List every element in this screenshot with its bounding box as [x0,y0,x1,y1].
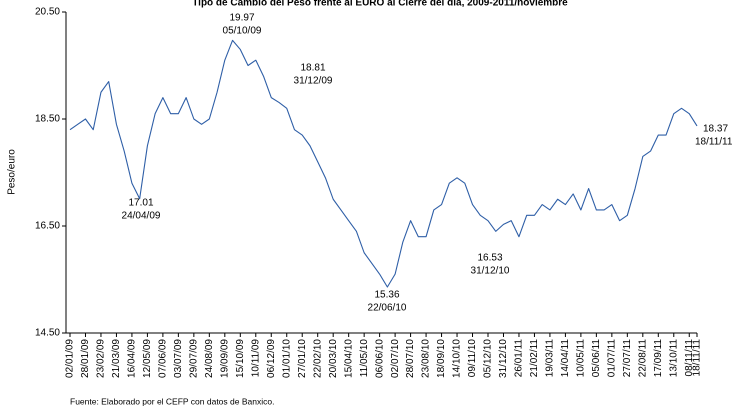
x-tick-label: 31/12/10 [498,339,509,378]
x-tick-label: 19/09/09 [219,339,230,378]
y-tick-label: 16.50 [35,221,60,232]
source-note: Fuente: Elaborado por el CEFP con datos … [70,396,274,406]
x-tick-label: 17/09/11 [653,339,664,378]
annotation-value: 19.97 [229,13,254,24]
x-tick-label: 06/12/09 [266,339,277,378]
x-tick-label: 10/05/11 [576,339,587,378]
y-tick-label: 20.50 [35,7,60,18]
annotation-date: 18/11/11 [695,137,733,148]
x-tick-label: 02/07/10 [390,339,401,378]
annotation-value: 16.53 [477,253,502,264]
x-tick-label: 05/06/11 [591,339,602,378]
x-tick-label: 29/07/09 [188,339,199,378]
x-tick-label: 09/11/10 [467,339,478,378]
annotation-value: 18.81 [300,63,325,74]
x-tick-label: 24/08/09 [204,339,215,378]
x-tick-label: 23/08/10 [421,339,432,378]
annotation-date: 05/10/09 [223,26,262,37]
x-tick-label: 16/04/09 [127,339,138,378]
y-tick-label: 18.50 [35,114,60,125]
x-tick-label: 21/02/11 [529,339,540,378]
x-tick-label: 12/05/09 [142,339,153,378]
x-tick-label: 20/03/10 [328,339,339,378]
x-tick-label: 21/03/09 [111,339,122,378]
y-tick-label: 14.50 [35,328,60,339]
x-tick-label: 28/07/10 [405,339,416,378]
x-tick-label: 10/11/09 [250,339,261,378]
annotation-value: 15.36 [374,290,399,301]
x-tick-label: 22/08/11 [637,339,648,378]
x-tick-label: 18/09/10 [436,339,447,378]
x-tick-label: 23/02/09 [96,339,107,378]
x-tick-label: 01/07/11 [606,339,617,378]
annotation-date: 31/12/10 [471,266,510,277]
annotation-date: 22/06/10 [368,303,407,314]
series-line [69,39,698,288]
x-tick-label: 11/05/10 [359,339,370,378]
x-tick-label: 05/12/10 [483,339,494,378]
x-tick-label: 26/01/11 [514,339,525,378]
x-tick-label: 14/10/10 [452,339,463,378]
x-tick-label: 08/11/11 [684,339,695,377]
x-tick-label: 27/01/10 [297,339,308,378]
annotation-date: 24/04/09 [122,211,161,222]
x-tick-label: 02/01/09 [65,339,76,378]
x-tick-label: 13/10/11 [668,339,679,378]
chart-title: Tipo de Cambio del Peso frente al EURO a… [192,0,568,9]
annotation-value: 18.37 [703,124,728,135]
x-tick-label: 27/07/11 [622,339,633,378]
x-tick-label: 28/01/09 [80,339,91,378]
x-tick-label: 07/06/09 [158,339,169,378]
x-tick-label: 06/06/10 [374,339,385,378]
x-tick-label: 15/04/10 [343,339,354,378]
x-tick-label: 03/07/09 [173,339,184,378]
y-axis-label: Peso/euro [7,149,18,195]
annotation-value: 17.01 [128,198,153,209]
annotation-date: 31/12/09 [294,76,333,87]
x-tick-label: 14/04/11 [560,339,571,378]
x-tick-label: 22/02/10 [312,339,323,378]
x-tick-label: 15/10/09 [235,339,246,378]
x-tick-label: 01/01/10 [281,339,292,378]
x-tick-label: 18/11/11 [692,339,703,377]
x-tick-label: 19/03/11 [545,339,556,378]
